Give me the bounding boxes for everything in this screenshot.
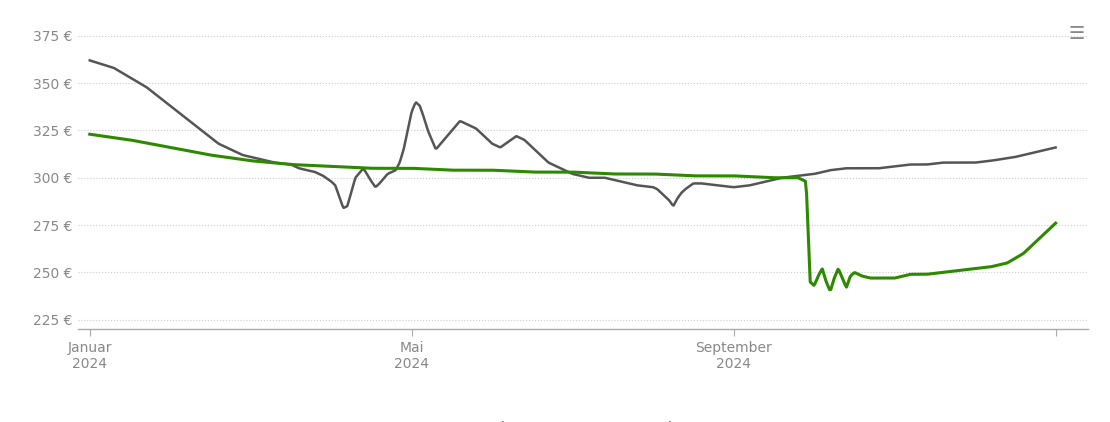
- Text: ☰: ☰: [1068, 25, 1084, 43]
- Legend: lose Ware, Sackware: lose Ware, Sackware: [450, 416, 716, 422]
